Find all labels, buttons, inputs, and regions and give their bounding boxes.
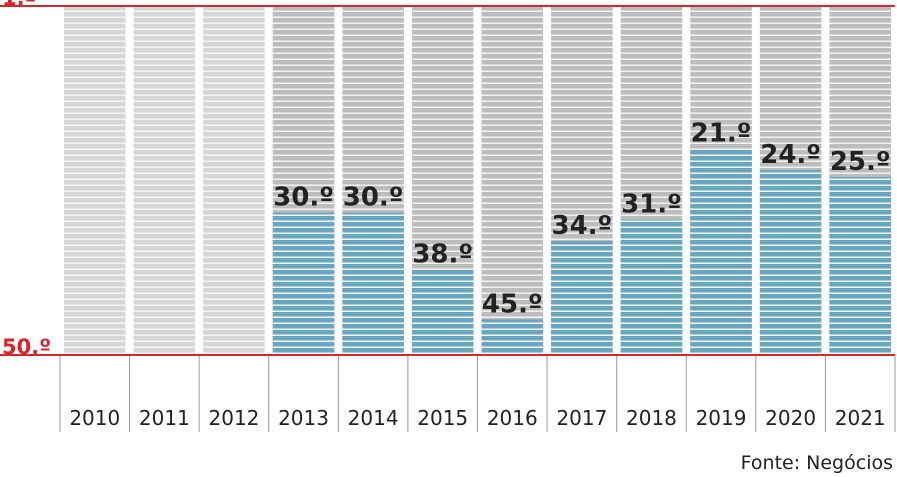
x-tick-label: 2016 (487, 406, 538, 430)
labels-layer: 2010 2011 2012 30.º 2013 30.º 2014 38.º 2015 45.º… (2, 0, 891, 430)
bars-layer (64, 6, 891, 355)
value-bar (272, 212, 335, 355)
value-label: 34.º (552, 211, 613, 241)
x-tick-label: 2014 (348, 406, 399, 430)
value-bar (620, 219, 683, 355)
value-label: 45.º (482, 289, 543, 319)
background-bar (64, 6, 126, 355)
x-tick-label: 2011 (139, 406, 190, 430)
background-bar (133, 6, 196, 355)
x-tick-label: 2015 (417, 406, 468, 430)
value-bar (690, 148, 752, 355)
value-label: 30.º (273, 183, 334, 213)
x-tick-label: 2019 (696, 406, 747, 430)
value-label: 24.º (760, 140, 821, 170)
value-bar (342, 212, 404, 355)
value-label: 38.º (412, 240, 473, 270)
x-tick-label: 2020 (765, 406, 816, 430)
value-label: 30.º (343, 183, 404, 213)
x-tick-label: 2018 (626, 406, 677, 430)
source-note: Fonte: Negócios (740, 452, 893, 474)
value-label: 25.º (830, 147, 891, 177)
value-label: 31.º (621, 190, 682, 220)
x-tick-label: 2017 (556, 406, 607, 430)
value-label: 21.º (691, 118, 752, 148)
value-bar (829, 176, 891, 355)
x-tick-label: 2010 (69, 406, 120, 430)
value-bar (759, 169, 822, 355)
value-bar (481, 319, 544, 355)
axis-layer (0, 5, 896, 432)
x-tick-label: 2013 (278, 406, 329, 430)
x-tick-label: 2012 (209, 406, 260, 430)
background-bar (203, 6, 265, 355)
background-bar (481, 6, 544, 355)
value-bar (411, 269, 474, 355)
value-bar (551, 241, 613, 355)
x-tick-label: 2021 (835, 406, 886, 430)
